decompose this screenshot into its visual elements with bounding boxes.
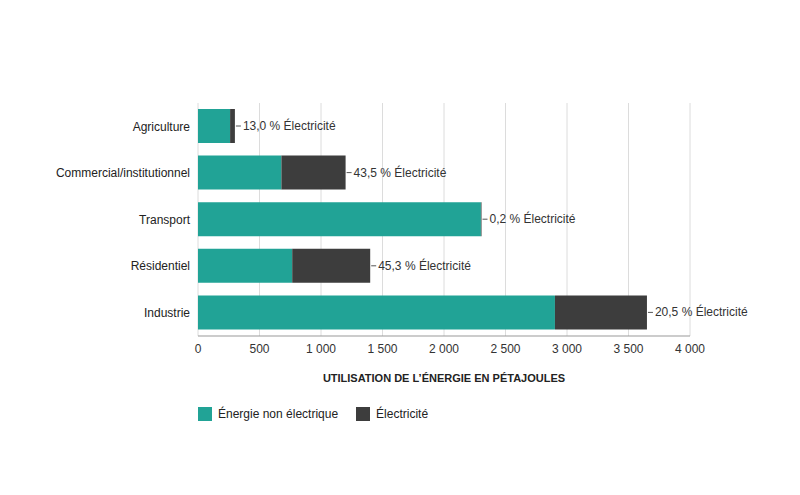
svg-text:0,2 % Électricité: 0,2 % Électricité (490, 211, 576, 226)
svg-text:2 000: 2 000 (429, 342, 459, 356)
svg-text:1 500: 1 500 (367, 342, 397, 356)
svg-text:45,3 % Électricité: 45,3 % Électricité (378, 258, 471, 273)
svg-text:3 000: 3 000 (552, 342, 582, 356)
svg-text:Résidentiel: Résidentiel (131, 259, 190, 273)
svg-text:0: 0 (195, 342, 202, 356)
svg-text:4 000: 4 000 (675, 342, 705, 356)
svg-text:Commercial/institutionnel: Commercial/institutionnel (56, 166, 190, 180)
svg-text:20,5 % Électricité: 20,5 % Électricité (655, 304, 748, 319)
svg-text:13,0 % Électricité: 13,0 % Électricité (243, 118, 336, 133)
svg-text:Industrie: Industrie (144, 306, 190, 320)
html-text:Électricité: Électricité (376, 407, 429, 421)
svg-text:2 500: 2 500 (490, 342, 520, 356)
svg-text:Transport: Transport (139, 213, 191, 227)
html-text:Énergie non électrique: Énergie non électrique (218, 407, 339, 421)
svg-text:3 500: 3 500 (613, 342, 643, 356)
svg-text:Agriculture: Agriculture (133, 120, 191, 134)
svg-text:43,5 % Électricité: 43,5 % Électricité (354, 165, 447, 180)
svg-text:1 000: 1 000 (306, 342, 336, 356)
svg-text:500: 500 (249, 342, 269, 356)
svg-text:UTILISATION DE L’ÉNERGIE EN PÉ: UTILISATION DE L’ÉNERGIE EN PÉTAJOULES (323, 372, 565, 384)
